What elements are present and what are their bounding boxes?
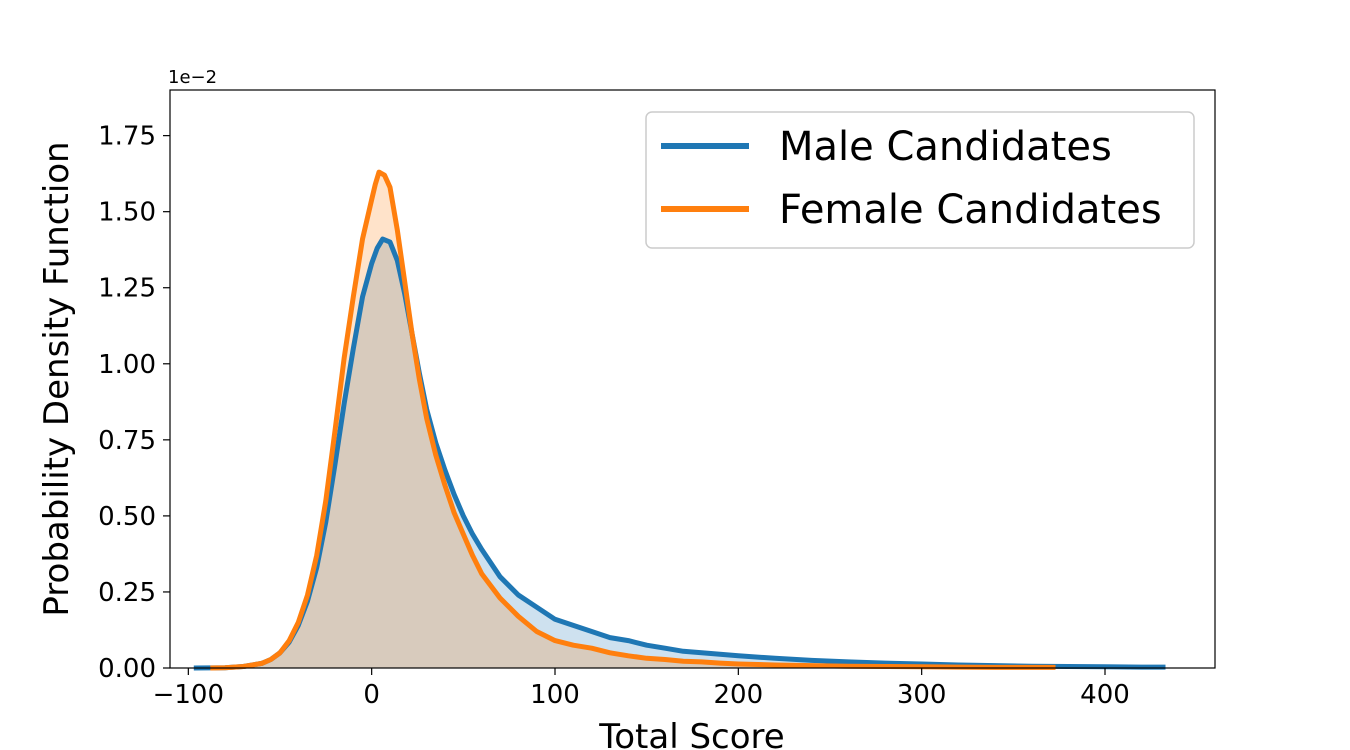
x-tick-label: 100 [530, 680, 580, 710]
legend: Male Candidates Female Candidates [645, 111, 1195, 249]
legend-box [645, 111, 1195, 249]
y-tick-label: 0.50 [98, 502, 156, 532]
legend-label-female: Female Candidates [779, 187, 1162, 233]
y-axis-label: Probability Density Function [37, 141, 77, 616]
y-axis: 0.00 0.25 0.50 0.75 1.00 1.25 1.50 1.75 [98, 122, 170, 684]
y-tick-label: 1.50 [98, 198, 156, 228]
x-axis: −100 0 100 200 300 400 [153, 668, 1130, 710]
density-line-female [210, 169, 1056, 671]
plot-area [193, 169, 1166, 671]
axes-frame [169, 89, 1216, 669]
x-axis-label: Total Score [598, 717, 784, 750]
y-tick-label: 0.00 [98, 654, 156, 684]
y-scale-label: 1e−2 [168, 67, 217, 88]
y-tick-label: 1.25 [98, 274, 156, 304]
x-tick-label: 200 [714, 680, 764, 710]
x-tick-label: −100 [153, 680, 224, 710]
y-tick-label: 1.00 [98, 350, 156, 380]
y-tick-label: 0.25 [98, 578, 156, 608]
area-fill-female [210, 172, 1056, 668]
x-tick-label: 300 [897, 680, 947, 710]
x-tick-label: 400 [1080, 680, 1130, 710]
area-fill-male [193, 239, 1166, 668]
x-tick-label: 0 [363, 680, 380, 710]
y-tick-label: 0.75 [98, 426, 156, 456]
density-line-male [193, 236, 1166, 671]
y-tick-label: 1.75 [98, 122, 156, 152]
legend-label-male: Male Candidates [779, 124, 1112, 170]
